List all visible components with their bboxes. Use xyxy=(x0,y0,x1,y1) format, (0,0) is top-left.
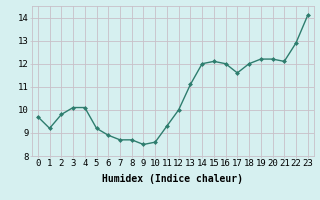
X-axis label: Humidex (Indice chaleur): Humidex (Indice chaleur) xyxy=(102,174,243,184)
